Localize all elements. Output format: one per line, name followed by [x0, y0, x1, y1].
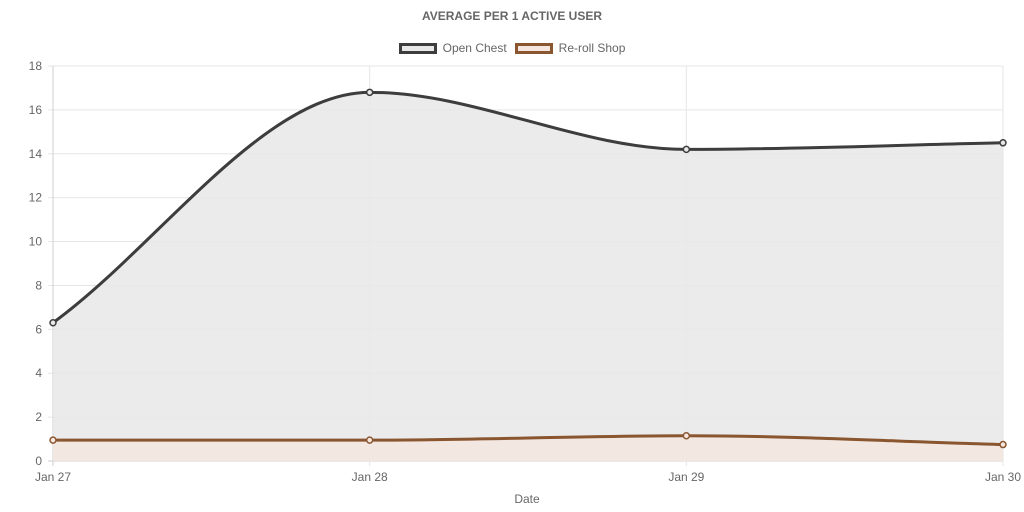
y-tick-label: 18: [29, 59, 43, 73]
legend-label-open-chest: Open Chest: [442, 41, 507, 55]
y-tick-label: 0: [35, 454, 42, 468]
x-tick-label: Jan 29: [668, 470, 704, 484]
y-tick-label: 4: [35, 366, 42, 380]
data-point-re-roll-shop: [999, 440, 1007, 449]
data-point-open-chest: [999, 139, 1007, 147]
y-tick-label: 14: [29, 147, 43, 161]
legend-swatch-re-roll-shop: [514, 42, 553, 54]
x-tick-label: Jan 30: [985, 470, 1021, 484]
data-point-re-roll-shop: [49, 436, 57, 444]
series-line-open-chest: [52, 90, 1004, 324]
legend-swatch-open-chest: [398, 42, 437, 54]
x-tick-label: Jan 27: [35, 470, 71, 484]
chart-title: AVERAGE PER 1 ACTIVE USER: [421, 9, 603, 23]
series-line-re-roll-shop: [53, 434, 1004, 447]
area-fill-open-chest: [53, 92, 1003, 461]
legend-item-open-chest[interactable]: Open Chest: [398, 41, 507, 55]
data-point-open-chest: [49, 319, 57, 327]
legend-item-re-roll-shop[interactable]: Re-roll Shop: [514, 41, 626, 55]
legend-label-re-roll-shop: Re-roll Shop: [558, 41, 626, 55]
area-fill-re-roll-shop: [53, 435, 1003, 461]
y-tick-label: 8: [35, 278, 42, 292]
y-tick-label: 2: [35, 410, 42, 424]
data-point-re-roll-shop: [682, 432, 691, 440]
y-tick-label: 10: [29, 235, 43, 249]
y-tick-label: 16: [29, 103, 43, 117]
legend: Open Chest Re-roll Shop: [0, 41, 1024, 55]
data-point-re-roll-shop: [365, 436, 374, 444]
data-point-open-chest: [365, 88, 374, 97]
x-tick-label: Jan 28: [352, 470, 388, 484]
y-tick-label: 6: [35, 322, 42, 336]
x-axis-title: Date: [514, 492, 540, 506]
y-tick-label: 12: [29, 191, 43, 205]
data-point-open-chest: [682, 145, 691, 154]
